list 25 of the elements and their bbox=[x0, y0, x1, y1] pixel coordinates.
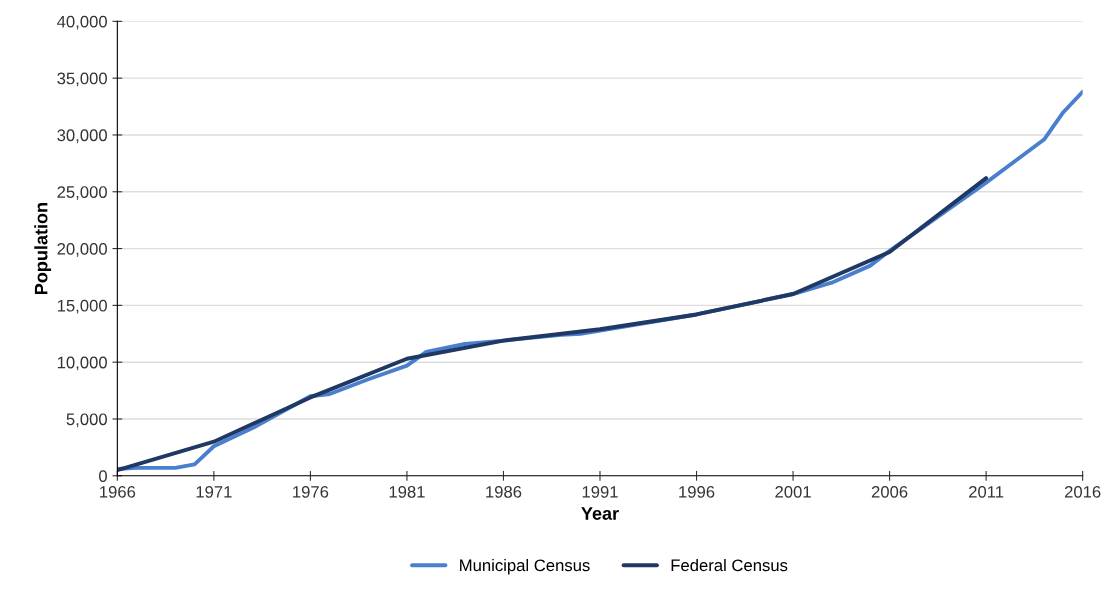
x-axis-title: Year bbox=[581, 507, 619, 520]
x-tick-label: 2006 bbox=[871, 485, 908, 498]
y-tick-label: 35,000 bbox=[57, 72, 107, 87]
x-tick-label: 1971 bbox=[196, 485, 232, 498]
legend-label: Municipal Census bbox=[460, 558, 590, 575]
y-tick-label: 0 bbox=[99, 470, 107, 482]
y-tick-label: 20,000 bbox=[57, 242, 107, 257]
legend-label: Federal Census bbox=[671, 558, 788, 572]
x-tick-label: 1986 bbox=[486, 485, 522, 498]
x-tick-label: 2016 bbox=[1064, 485, 1101, 498]
y-tick-label: 10,000 bbox=[57, 356, 107, 371]
line-series bbox=[117, 176, 989, 473]
x-tick-label: 2011 bbox=[969, 485, 1004, 498]
y-tick-label: 5,000 bbox=[66, 413, 107, 428]
x-tick-label: 2001 bbox=[775, 485, 811, 498]
x-tick-label: 1991 bbox=[582, 485, 618, 498]
x-tick-label: 1976 bbox=[293, 485, 329, 498]
x-tick-label: 1981 bbox=[389, 485, 425, 498]
y-tick-label: 15,000 bbox=[57, 299, 107, 314]
y-tick-label: 40,000 bbox=[57, 15, 107, 30]
y-tick-label: 30,000 bbox=[57, 129, 107, 144]
y-tick-label: 25,000 bbox=[57, 186, 107, 200]
x-tick-label: 1966 bbox=[100, 485, 136, 498]
y-axis-title: Population bbox=[34, 203, 52, 294]
x-tick-label: 1996 bbox=[679, 485, 715, 498]
